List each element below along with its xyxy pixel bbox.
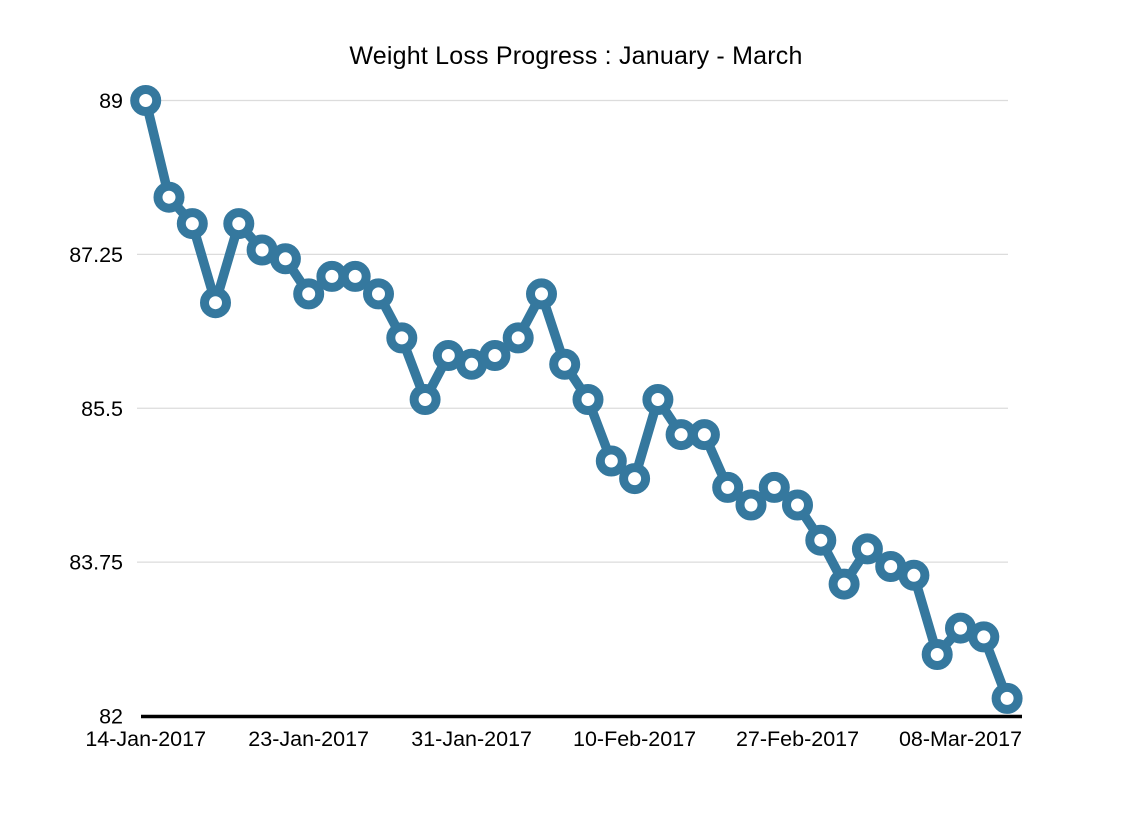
x-axis-tick-label: 23-Jan-2017 bbox=[248, 727, 369, 751]
data-point-marker bbox=[572, 384, 604, 415]
data-point-marker bbox=[293, 278, 325, 310]
data-point-marker bbox=[526, 278, 557, 310]
data-point-marker bbox=[619, 463, 651, 495]
data-point-marker bbox=[223, 208, 255, 240]
data-point-marker bbox=[945, 612, 976, 644]
data-point-marker bbox=[316, 260, 348, 292]
data-point-marker bbox=[712, 471, 744, 503]
data-point-marker bbox=[875, 551, 907, 582]
gridlines bbox=[137, 99, 1008, 563]
data-point-marker bbox=[782, 489, 813, 521]
data-point-marker bbox=[968, 621, 1000, 653]
data-point-marker bbox=[409, 384, 441, 415]
data-point-marker bbox=[665, 419, 697, 451]
x-axis-tick-label: 08-Mar-2017 bbox=[899, 727, 1022, 751]
data-point-marker bbox=[549, 348, 581, 380]
y-axis-tick-label: 89 bbox=[99, 89, 123, 113]
data-point-marker bbox=[502, 322, 534, 354]
data-point-marker bbox=[642, 384, 674, 415]
data-point-marker bbox=[828, 568, 860, 600]
data-point-marker bbox=[269, 243, 301, 275]
data-point-marker bbox=[805, 524, 837, 556]
data-point-marker bbox=[200, 287, 231, 319]
chart-title: Weight Loss Progress : January - March bbox=[349, 42, 803, 70]
data-point-marker bbox=[153, 181, 185, 213]
data-point-marker bbox=[363, 278, 394, 310]
x-axis-tick-label: 31-Jan-2017 bbox=[411, 727, 532, 751]
x-axis-tick-label: 14-Jan-2017 bbox=[85, 727, 206, 751]
data-point-marker bbox=[432, 340, 464, 371]
data-point-marker bbox=[735, 489, 767, 521]
data-point-marker bbox=[991, 682, 1023, 714]
data-point-marker bbox=[339, 260, 371, 292]
data-point-marker bbox=[130, 85, 162, 116]
data-point-marker bbox=[479, 340, 511, 371]
y-axis-tick-label: 83.75 bbox=[69, 551, 123, 575]
data-point-marker bbox=[758, 471, 790, 503]
data-point-marker bbox=[456, 348, 488, 380]
data-point-marker bbox=[921, 639, 953, 670]
data-point-marker bbox=[176, 208, 208, 240]
data-point-marker bbox=[246, 234, 278, 266]
x-axis-tick-label: 10-Feb-2017 bbox=[573, 727, 696, 751]
x-axis-tick-label: 27-Feb-2017 bbox=[736, 727, 859, 751]
x-axis-labels: 14-Jan-2017 23-Jan-2017 31-Jan-2017 10-Feb-… bbox=[85, 727, 1022, 751]
data-point-marker bbox=[386, 322, 418, 354]
y-axis-tick-label: 85.5 bbox=[81, 397, 123, 421]
y-axis-labels: 89 87.25 85.5 83.75 82 bbox=[69, 89, 123, 729]
y-axis-tick-label: 87.25 bbox=[69, 243, 123, 267]
y-axis-tick-label: 82 bbox=[99, 705, 123, 729]
data-point-marker bbox=[898, 559, 930, 591]
data-point-marker bbox=[851, 533, 883, 565]
weight-data-points bbox=[130, 85, 1023, 714]
data-point-marker bbox=[688, 419, 720, 451]
data-point-marker bbox=[595, 445, 627, 477]
